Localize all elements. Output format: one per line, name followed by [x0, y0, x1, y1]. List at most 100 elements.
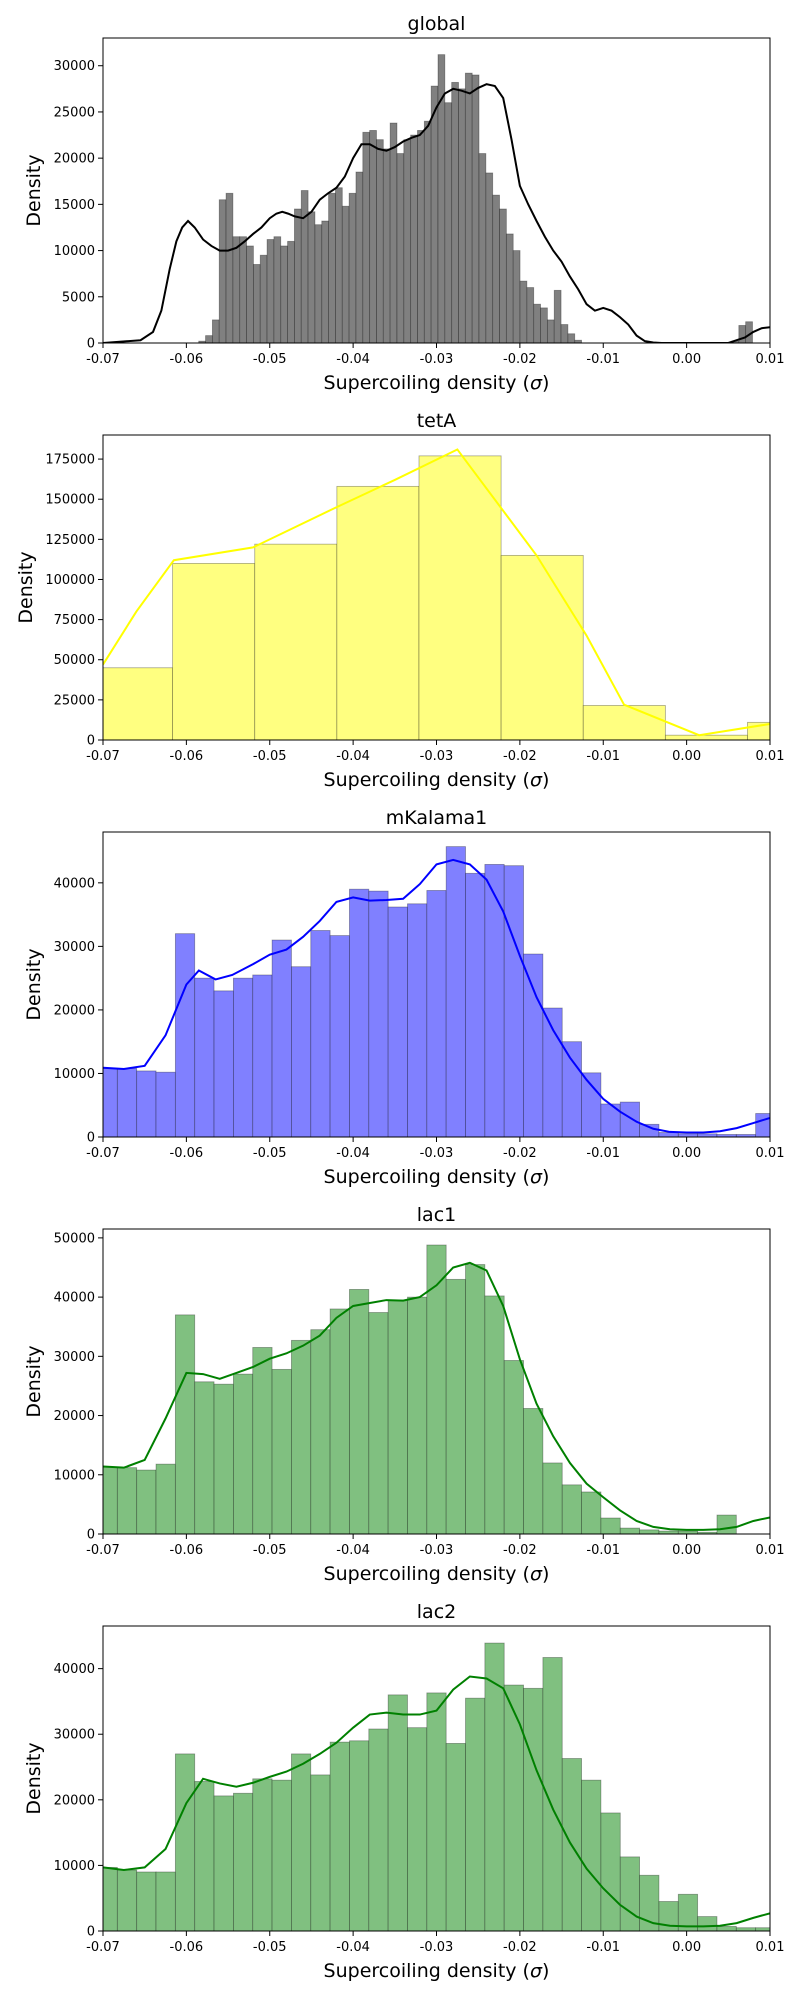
histogram-bar	[581, 1491, 602, 1534]
histogram-bar	[355, 171, 364, 343]
histogram-bar	[211, 319, 220, 343]
histogram-bar	[307, 211, 316, 343]
x-tick-label: 0.01	[756, 1543, 785, 1558]
chart-global: -0.07 -0.06 -0.05 -0.04 -0.03 -0.02 -0.01 0.00 0…	[23, 13, 784, 394]
histogram-bar	[213, 1795, 234, 1931]
histogram-bar	[417, 130, 425, 343]
histogram-bar	[252, 1778, 273, 1931]
histogram-bar	[218, 199, 227, 343]
x-tick-label: -0.04	[336, 352, 370, 367]
x-tick-label: -0.02	[503, 749, 537, 764]
histogram-bar	[336, 485, 420, 740]
histogram-bar	[271, 939, 292, 1137]
x-axis-label-symbol: σ	[530, 1563, 543, 1585]
y-tick-label: 50000	[54, 653, 95, 668]
kde-line	[103, 1675, 770, 1928]
chart-mKalama1: -0.07 -0.06 -0.05 -0.04 -0.03 -0.02 -0.01 0.00 0…	[23, 807, 784, 1188]
histogram-bar	[445, 846, 466, 1137]
histogram-bar	[738, 325, 747, 343]
x-tick-label: 0.00	[672, 749, 701, 764]
histogram-bar	[232, 1792, 254, 1931]
histogram-bar	[194, 1381, 215, 1534]
x-tick-label: 0.00	[672, 1543, 701, 1558]
x-tick-label: -0.01	[586, 1543, 620, 1558]
histogram-bar	[194, 977, 215, 1137]
histogram-bar	[484, 1295, 505, 1534]
histogram-bar	[500, 554, 584, 740]
y-tick-label: 30000	[54, 1350, 95, 1365]
x-tick-label: -0.05	[253, 1543, 287, 1558]
histogram-bar	[259, 254, 268, 343]
x-tick-label: -0.07	[86, 1543, 120, 1558]
histogram-bar	[232, 1373, 254, 1534]
histogram-bar	[266, 239, 275, 343]
y-tick-label: 25000	[54, 105, 95, 120]
histogram-bar	[389, 122, 398, 343]
chart-tetA: -0.07 -0.06 -0.05 -0.04 -0.03 -0.02 -0.01 0.00 0…	[15, 410, 785, 791]
histogram-bar	[426, 890, 447, 1137]
histogram-bar	[294, 208, 302, 343]
chart-title: global	[408, 13, 466, 35]
y-tick-label: 25000	[54, 693, 95, 708]
histogram-bar	[239, 236, 247, 343]
histogram-bar	[116, 1067, 138, 1137]
x-axis-label: Supercoiling density (σ)	[324, 372, 550, 394]
x-tick-label: -0.02	[503, 352, 537, 367]
histogram-bar	[335, 187, 343, 343]
histogram-bar	[387, 906, 408, 1137]
histogram-bar	[116, 1467, 138, 1534]
histogram-bar	[619, 1101, 641, 1137]
x-tick-label: 0.00	[672, 1940, 701, 1955]
x-tick-label: -0.07	[86, 1940, 120, 1955]
x-axis-label: Supercoiling density (σ)	[324, 769, 550, 791]
histogram-bar	[271, 1779, 292, 1931]
x-tick-label: 0.00	[672, 352, 701, 367]
histogram-bar	[368, 890, 389, 1137]
x-tick-label: -0.01	[586, 1146, 620, 1161]
y-tick-label: 20000	[54, 1409, 95, 1424]
histogram-bar	[329, 1308, 350, 1534]
histogram-bar	[794, 1908, 800, 1931]
histogram-bar	[484, 864, 505, 1137]
histogram-bar	[619, 1527, 641, 1534]
x-axis-label-symbol: σ	[530, 372, 543, 394]
x-tick-label: -0.07	[86, 352, 120, 367]
x-tick-label: -0.04	[336, 1940, 370, 1955]
histogram-bar	[492, 194, 500, 343]
y-tick-label: 20000	[54, 1003, 95, 1018]
chart-title: lac2	[417, 1601, 456, 1623]
histogram-bar	[174, 933, 196, 1137]
x-axis-label: Supercoiling density (σ)	[324, 1563, 550, 1585]
histogram-bar	[581, 1072, 602, 1137]
x-axis-label-symbol: σ	[530, 1166, 543, 1188]
x-axis-label: Supercoiling density (σ)	[324, 1960, 550, 1982]
histogram-bar	[600, 1517, 621, 1534]
y-tick-label: 30000	[54, 940, 95, 955]
kde-line	[103, 83, 770, 343]
histogram-bar	[103, 1466, 118, 1534]
histogram-bar	[155, 1871, 176, 1931]
x-axis-label-text: Supercoiling density (	[324, 372, 530, 394]
x-tick-label: -0.07	[86, 1146, 120, 1161]
histogram-bar	[252, 974, 273, 1137]
y-axis-label: Density	[23, 948, 45, 1020]
x-tick-label: 0.01	[756, 749, 785, 764]
histogram-bar	[542, 1462, 563, 1534]
x-tick-label: 0.01	[756, 352, 785, 367]
histogram-bar	[136, 1871, 157, 1931]
y-tick-label: 10000	[54, 1067, 95, 1082]
x-tick-label: -0.02	[503, 1940, 537, 1955]
x-tick-label: -0.06	[170, 749, 204, 764]
x-tick-label: -0.04	[336, 1146, 370, 1161]
histogram-bar	[478, 153, 487, 343]
chart-lac2: -0.07 -0.06 -0.05 -0.04 -0.03 -0.02 -0.01 0.00 0…	[23, 1601, 800, 1982]
histogram-bar	[198, 340, 206, 343]
histogram-bar	[505, 233, 514, 343]
x-axis-label-text-end: )	[542, 1166, 549, 1188]
histogram-bar	[755, 1113, 770, 1137]
histogram-bar	[561, 1041, 582, 1137]
y-axis-label: Density	[23, 1742, 45, 1814]
histogram-bar	[254, 543, 338, 740]
chart-title: tetA	[417, 410, 457, 432]
x-tick-label: 0.01	[756, 1940, 785, 1955]
